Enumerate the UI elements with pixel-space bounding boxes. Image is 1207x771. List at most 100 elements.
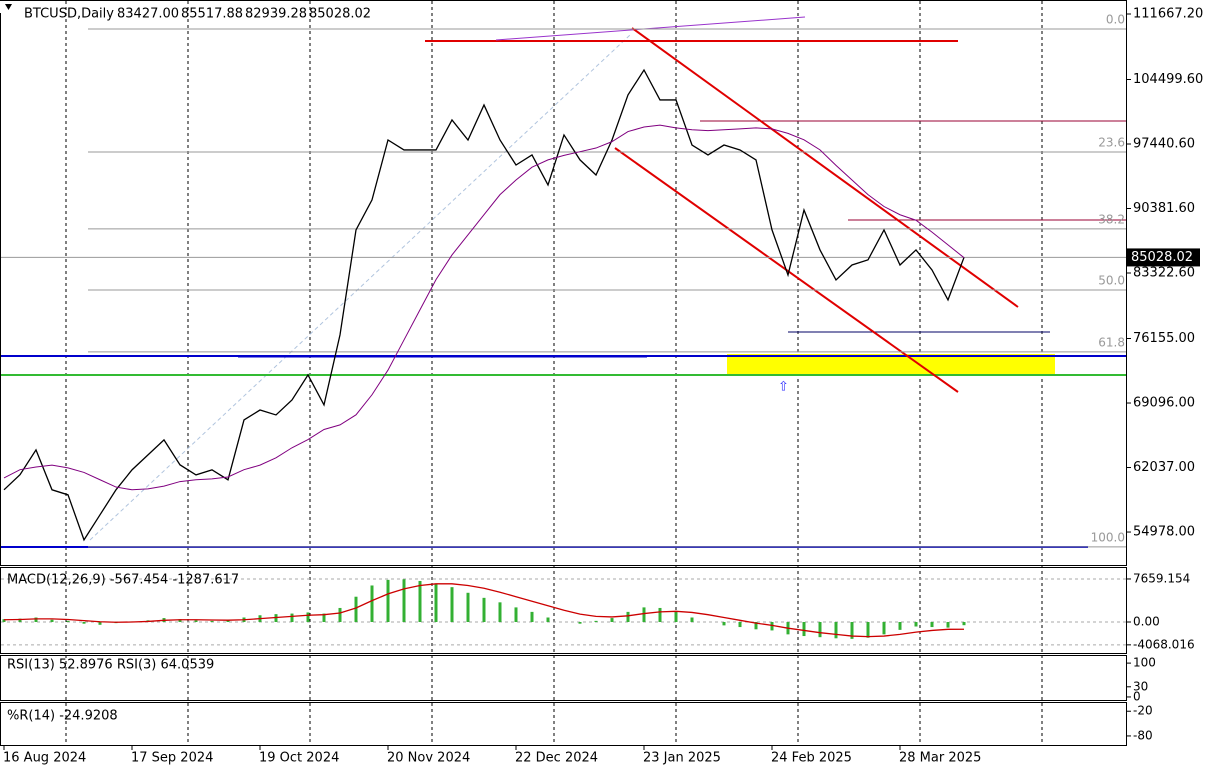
macd-bar <box>66 620 70 622</box>
fib-label: 0.0 <box>1106 12 1125 26</box>
collapse-icon[interactable] <box>5 4 12 10</box>
macd-bar <box>306 612 310 622</box>
y-tick-label: 0.00 <box>1133 615 1160 629</box>
y-tick-label: 76155.00 <box>1133 331 1195 346</box>
macd-bar <box>658 607 662 622</box>
close: 85028.02 <box>309 7 371 22</box>
x-tick-label: 28 Mar 2025 <box>899 751 981 766</box>
macd-bar <box>738 622 742 628</box>
y-tick-label: -20 <box>1133 704 1153 718</box>
y-tick-label: 83322.60 <box>1133 266 1195 281</box>
fib-label: 38.2 <box>1098 212 1125 226</box>
macd-bar <box>354 596 358 622</box>
channel-upper <box>631 27 1019 308</box>
fib-label: 23.6 <box>1098 135 1125 149</box>
macd-bar <box>594 620 598 622</box>
macd-bar <box>226 620 230 622</box>
macd-bar <box>546 617 550 622</box>
y-tick-label: -4068.016 <box>1133 637 1195 651</box>
macd-bar <box>2 619 6 622</box>
y-tick-label: 30 <box>1133 679 1148 693</box>
macd-bar <box>514 607 518 622</box>
macd-bar <box>34 617 38 622</box>
macd-bar <box>338 607 342 622</box>
macd-bar <box>850 622 854 639</box>
y-tick-label: 111667.20 <box>1133 6 1203 21</box>
macd-bar <box>578 622 582 624</box>
macd-bar <box>50 619 54 622</box>
x-tick-label: 23 Jan 2025 <box>643 751 721 766</box>
low: 82939.28 <box>245 7 307 22</box>
macd-bar <box>722 622 726 626</box>
macd-bar <box>178 619 182 622</box>
macd-bar <box>290 613 294 622</box>
macd-bar <box>946 622 950 628</box>
macd-bar <box>210 620 214 622</box>
y-tick-label: 7659.154 <box>1133 571 1190 585</box>
macd-bar <box>914 622 918 627</box>
x-tick-label: 24 Feb 2025 <box>771 751 852 766</box>
macd-bar <box>674 611 678 622</box>
wpr-title: %R(14) -24.9208 <box>7 709 118 724</box>
moving-average <box>3 124 965 491</box>
macd-bar <box>18 618 22 622</box>
macd-bar <box>418 580 422 622</box>
macd-bar <box>610 618 614 622</box>
macd-bar <box>690 617 694 622</box>
macd-panel-frame <box>0 567 1127 654</box>
macd-bar <box>322 613 326 622</box>
fib-label: 50.0 <box>1098 273 1125 287</box>
macd-bar <box>402 579 406 622</box>
macd-bar <box>530 611 534 622</box>
last-price-tag <box>1127 248 1200 267</box>
macd-bar <box>370 585 374 622</box>
macd-bar <box>466 592 470 622</box>
macd-bar <box>498 602 502 622</box>
macd-bar <box>898 622 902 630</box>
macd-bar <box>450 587 454 622</box>
price-line <box>3 68 965 542</box>
y-tick-label: 54978.00 <box>1133 525 1195 540</box>
y-tick-label: 104499.60 <box>1133 72 1203 87</box>
x-tick-label: 20 Nov 2024 <box>387 751 470 766</box>
x-tick-label: 16 Aug 2024 <box>3 751 86 766</box>
macd-title: MACD(12,26,9) -567.454 -1287.617 <box>7 573 239 588</box>
macd-bar <box>194 620 198 622</box>
macd-bar <box>642 607 646 622</box>
open: 83427.00 <box>117 7 179 22</box>
high: 85517.88 <box>181 7 243 22</box>
macd-bar <box>834 622 838 639</box>
fib-label: 61.8 <box>1098 335 1125 349</box>
y-tick-label: 90381.60 <box>1133 201 1195 216</box>
x-tick-label: 17 Sep 2024 <box>131 751 213 766</box>
rsi-title: RSI(13) 52.8976 RSI(3) 64.0539 <box>7 658 214 673</box>
symbol: BTCUSD,Daily <box>24 7 114 22</box>
wpr-panel-frame <box>0 702 1127 746</box>
macd-bar <box>82 622 86 624</box>
macd-bar <box>770 622 774 631</box>
macd-bar <box>386 579 390 622</box>
macd-bar <box>802 622 806 637</box>
macd-bar <box>866 622 870 638</box>
macd-bar <box>434 583 438 622</box>
plot-area <box>1 28 1127 646</box>
macd-bar <box>98 622 102 625</box>
macd-bar <box>754 622 758 630</box>
main-panel-frame <box>0 0 1127 566</box>
y-tick-label: 62037.00 <box>1133 460 1195 475</box>
macd-bar <box>930 622 934 628</box>
macd-bar <box>482 597 486 622</box>
macd-signal <box>3 583 965 638</box>
fib-label: 100.0 <box>1091 530 1125 544</box>
support-zone <box>727 354 1055 375</box>
up-arrow-icon: ⇧ <box>778 380 789 395</box>
y-tick-label: 100 <box>1133 656 1156 670</box>
x-tick-label: 19 Oct 2024 <box>259 751 339 766</box>
y-tick-label: 0 <box>1133 689 1141 703</box>
macd-bar <box>882 622 886 635</box>
macd-bar <box>626 611 630 622</box>
y-tick-label: 97440.60 <box>1133 137 1195 152</box>
rsi-panel-frame <box>0 655 1127 701</box>
